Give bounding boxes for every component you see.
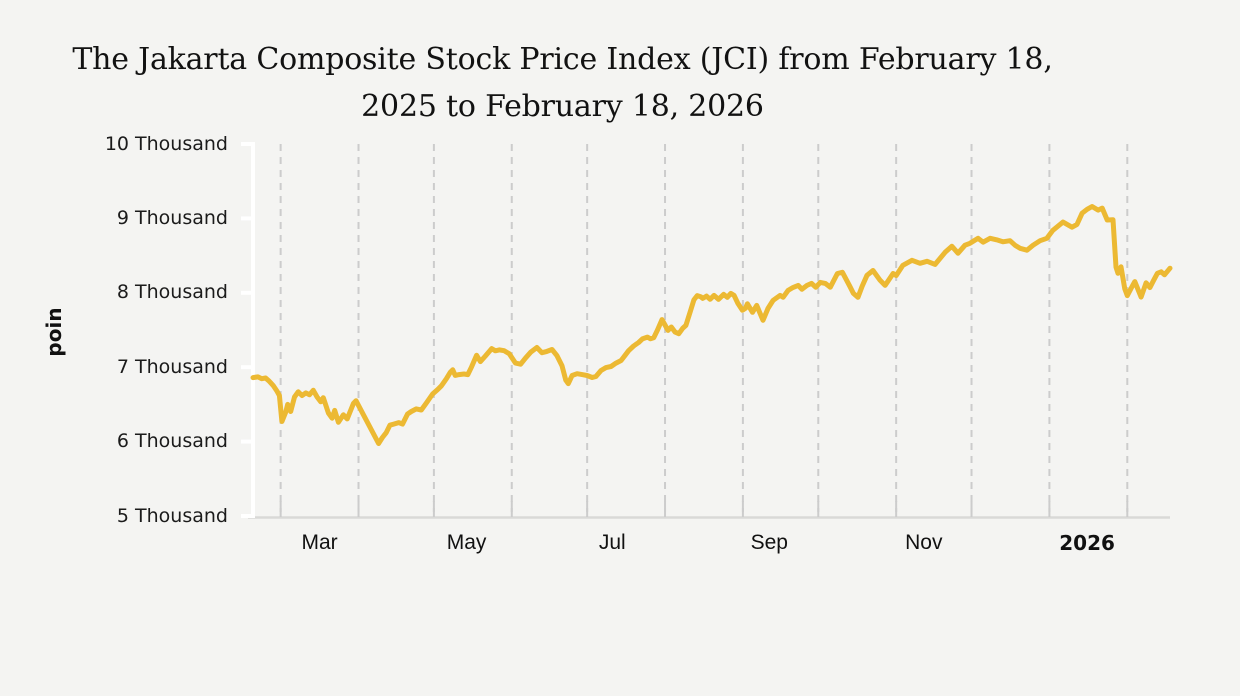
- chart-title: The Jakarta Composite Stock Price Index …: [20, 36, 1105, 130]
- y-axis-tick-label: 6 Thousand: [116, 430, 228, 453]
- y-axis-tick-label: 9 Thousand: [116, 206, 228, 229]
- y-axis-tick-label: 5 Thousand: [116, 504, 228, 527]
- jci-line-series: [250, 204, 1173, 446]
- x-axis-tick-label: 2026: [1059, 531, 1115, 555]
- x-axis-tick-label: Mar: [301, 531, 338, 554]
- chart-title-line2: 2025 to February 18, 2026: [361, 89, 764, 124]
- y-axis-tick-label: 7 Thousand: [116, 355, 228, 378]
- y-axis-tick-label: 10 Thousand: [104, 132, 228, 155]
- x-axis-tick-label: Sep: [750, 531, 788, 554]
- x-axis-tick-label: Nov: [905, 531, 943, 554]
- x-axis-tick-label: Jul: [598, 531, 626, 554]
- y-axis-tick-label: 8 Thousand: [116, 281, 228, 304]
- chart-title-line1: The Jakarta Composite Stock Price Index …: [72, 42, 1053, 77]
- x-axis-tick-label: May: [446, 531, 487, 554]
